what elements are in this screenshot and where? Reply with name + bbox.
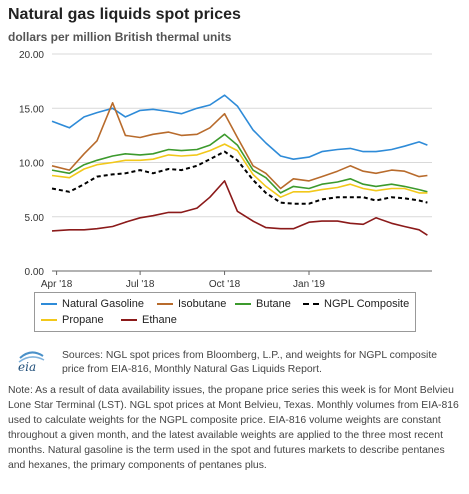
legend-swatch-propane <box>41 319 57 321</box>
series-line-ngpl-composite <box>51 150 428 205</box>
legend-label-isobutane: Isobutane <box>178 298 227 310</box>
y-axis-tick-labels: 0.00 5.00 10.00 15.00 20.00 <box>19 50 44 278</box>
y-tick-label: 10.00 <box>19 159 44 170</box>
legend-swatch-ngpl-composite <box>303 303 319 305</box>
legend-label-ngpl-composite: NGPL Composite <box>324 298 410 310</box>
legend-swatch-ethane <box>121 319 137 321</box>
y-tick-label: 15.00 <box>19 104 44 115</box>
footnote: Note: As a result of data availability i… <box>8 385 459 471</box>
legend-label-butane: Butane <box>256 298 291 310</box>
series-line-butane <box>51 133 428 194</box>
x-tick-label: Apr '18 <box>41 279 73 290</box>
sources-note: Sources: NGL spot prices from Bloomberg,… <box>62 350 437 375</box>
y-tick-label: 20.00 <box>19 50 44 61</box>
y-tick-label: 5.00 <box>25 213 45 224</box>
x-tick-label: Jul '18 <box>126 279 155 290</box>
x-tick-label: Oct '18 <box>209 279 241 290</box>
legend-item-propane: Propane <box>41 313 104 327</box>
chart-subtitle: dollars per million British thermal unit… <box>8 30 232 44</box>
legend-label-propane: Propane <box>62 314 104 326</box>
legend-item-isobutane: Isobutane <box>157 297 226 311</box>
line-chart: 0.00 5.00 10.00 15.00 20.00 Apr '18 Jul '18 Oc… <box>19 50 432 290</box>
legend-swatch-natural-gasoline <box>41 303 57 305</box>
chart-title: Natural gas liquids spot prices <box>8 6 241 23</box>
chart-series-lines <box>51 94 428 236</box>
series-line-natural-gasoline <box>51 94 428 160</box>
y-tick-label: 0.00 <box>25 267 45 278</box>
legend-item-ethane: Ethane <box>121 313 177 327</box>
chart-legend: Natural Gasoline Isobutane Butane NGPL C… <box>34 292 416 332</box>
series-line-isobutane <box>51 102 428 190</box>
legend-item-ngpl-composite: NGPL Composite <box>303 297 409 311</box>
x-tick-label: Jan '19 <box>293 279 325 290</box>
legend-label-natural-gasoline: Natural Gasoline <box>62 298 144 310</box>
series-line-ethane <box>51 180 428 236</box>
legend-label-ethane: Ethane <box>142 314 177 326</box>
legend-swatch-isobutane <box>157 303 173 305</box>
legend-item-butane: Butane <box>235 297 291 311</box>
series-line-propane <box>51 143 428 198</box>
legend-item-natural-gasoline: Natural Gasoline <box>41 297 144 311</box>
x-axis-tick-labels: Apr '18 Jul '18 Oct '18 Jan '19 <box>41 271 325 290</box>
eia-logo <box>18 351 45 363</box>
legend-swatch-butane <box>235 303 251 305</box>
eia-logo-text: eia <box>18 360 37 374</box>
